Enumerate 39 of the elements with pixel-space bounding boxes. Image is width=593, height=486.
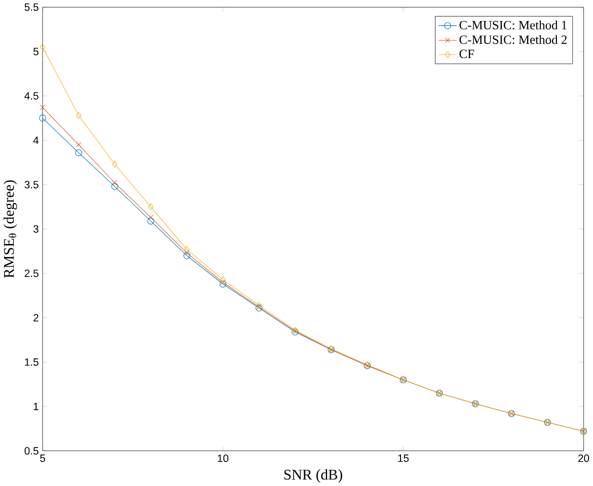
y-tick-label: 3 [33,225,38,233]
point [75,149,82,156]
point [184,250,190,256]
x-tick-label: 10 [218,454,228,462]
x-tick-label: 5 [40,454,46,462]
y-tick-label: 0.5 [24,447,38,454]
point [39,114,46,122]
y-tick-label: 2 [34,314,38,322]
point [111,182,118,190]
point [76,142,82,148]
point [76,112,82,119]
point [183,252,190,259]
y-tick-label: 5.5 [24,3,38,11]
point [220,280,226,288]
point [40,44,46,50]
point [148,214,154,220]
point [147,218,154,224]
y-tick-label: 4.5 [24,92,38,100]
y-tick-label: 1.5 [25,358,38,366]
legend-label: C-MUSIC: Method 1 [460,20,567,30]
point [220,276,226,283]
point [220,280,226,285]
point [256,302,262,309]
y-tick-label: 1 [34,402,38,410]
x-tick-label: 20 [578,454,590,462]
y-tick-label: 5 [33,48,38,56]
x-axis-title: SNR (dB) [284,469,342,483]
y-tick-label: 3.5 [24,180,38,188]
point [112,160,118,168]
point [148,203,154,210]
point [184,246,190,253]
y-tick-label: 2.5 [24,270,38,278]
legend-label: CF [460,50,474,58]
y-tick-label: 4 [33,136,39,144]
x-tick-label: 15 [398,454,409,462]
point [112,180,118,186]
y-axis-title: RMSE$_{θ}$ (degree) [4,180,17,278]
point [40,104,46,110]
legend-label: C-MUSIC: Method 2 [460,35,567,44]
